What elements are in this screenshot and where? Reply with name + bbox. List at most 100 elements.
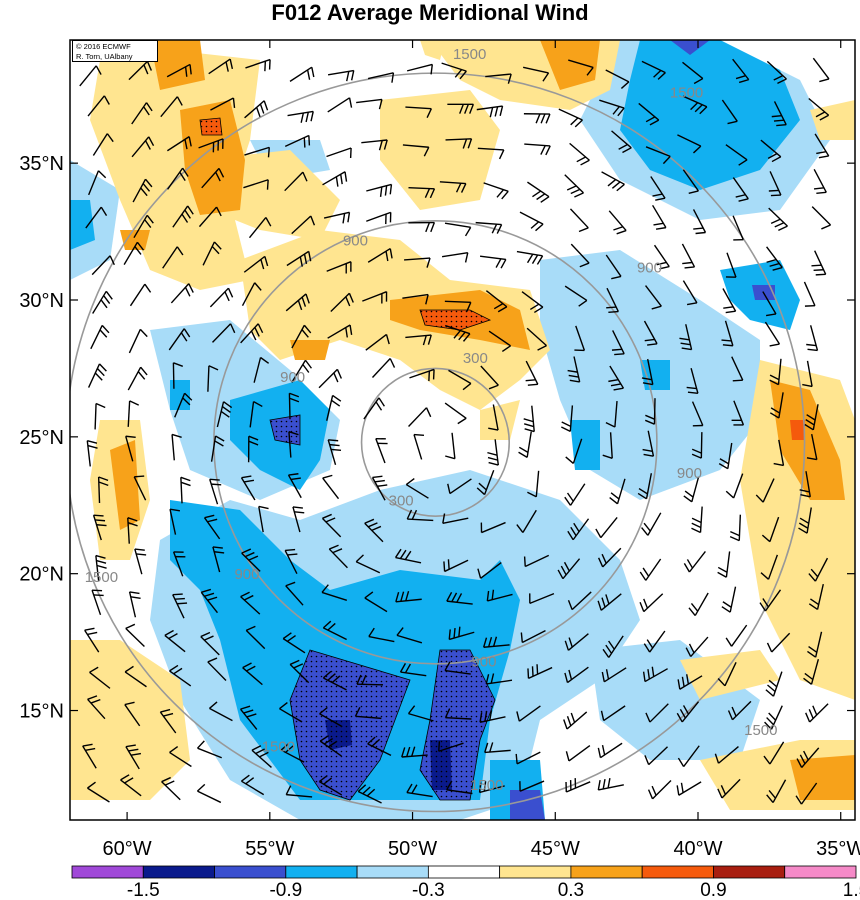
wind-barb	[169, 664, 192, 687]
wind-barb	[366, 211, 392, 225]
wind-barb	[405, 334, 432, 346]
wind-barb	[240, 323, 264, 344]
wind-barb	[725, 252, 737, 278]
wind-barb	[125, 623, 145, 648]
colorbar-bin	[784, 865, 857, 879]
wind-barb	[565, 744, 591, 762]
wind-barb	[808, 583, 824, 611]
wind-shade-region	[70, 160, 120, 280]
plot-frame	[69, 39, 856, 821]
wind-barb	[318, 774, 343, 796]
wind-barb	[327, 324, 353, 339]
wind-barb	[807, 631, 823, 658]
wind-shade-region	[110, 440, 140, 530]
wind-barb	[527, 664, 553, 680]
wind-barb	[368, 627, 395, 643]
wind-barb	[714, 746, 739, 764]
wind-barb	[564, 285, 588, 307]
wind-barb	[133, 214, 154, 239]
wind-barb	[519, 211, 544, 232]
wind-barb	[330, 292, 354, 312]
wind-barb	[638, 102, 660, 126]
wind-barb	[597, 547, 622, 568]
contour-label: 1500	[470, 777, 503, 794]
wind-barb	[286, 250, 312, 267]
wind-barb	[717, 662, 737, 687]
wind-barb	[766, 632, 791, 653]
wind-barb	[608, 210, 627, 235]
wind-barb	[806, 325, 819, 352]
wind-shade-region	[170, 380, 190, 410]
wind-barb	[605, 401, 618, 428]
wind-barb	[402, 293, 429, 305]
wind-barb	[444, 300, 472, 312]
wind-shade-region	[570, 420, 600, 470]
wind-shade-region	[380, 90, 500, 210]
wind-barb	[87, 363, 107, 388]
wind-barb	[92, 133, 114, 156]
contour-label: 1500	[453, 46, 486, 63]
wind-barb	[448, 369, 472, 391]
colorbar-bin	[285, 865, 358, 879]
contour-label: 1500	[670, 84, 703, 101]
wind-barb	[597, 742, 623, 759]
wind-barb	[595, 517, 618, 539]
wind-barb	[692, 209, 707, 235]
wind-barb	[447, 103, 475, 114]
wind-barb	[124, 665, 147, 688]
wind-barb	[444, 324, 471, 342]
wind-barb	[323, 211, 351, 224]
wind-barb	[637, 473, 653, 500]
wind-barb	[639, 558, 662, 581]
wind-barb	[258, 505, 269, 533]
wind-barb	[721, 586, 737, 613]
latitude-axis: 35°N 30°N 25°N 20°N 15°N	[19, 153, 855, 723]
wind-barb	[402, 144, 430, 157]
wind-barb	[161, 776, 181, 801]
wind-barb	[523, 554, 550, 568]
wind-barb	[755, 478, 775, 503]
wind-barb	[216, 401, 233, 428]
wind-barb	[125, 744, 142, 770]
wind-barb	[284, 548, 298, 574]
contour-label: 1500	[744, 722, 777, 739]
contour-label: 900	[234, 566, 259, 583]
wind-barb	[480, 521, 506, 534]
wind-barb	[769, 392, 784, 419]
wind-barbs	[79, 57, 832, 805]
wind-barb	[446, 591, 473, 605]
wind-barb	[478, 781, 505, 794]
wind-barb	[375, 437, 388, 464]
wind-barb	[484, 742, 511, 754]
wind-barb	[209, 478, 222, 505]
wind-barb	[760, 139, 782, 163]
wind-barb	[652, 204, 667, 230]
wind-barb	[287, 110, 314, 123]
wind-barb	[407, 705, 434, 722]
colorbar-bin	[713, 865, 786, 879]
wind-barb	[802, 360, 813, 388]
wind-barb	[285, 293, 310, 312]
wind-shade-region	[810, 100, 855, 140]
wind-barb	[291, 324, 312, 349]
wind-barb	[642, 666, 668, 683]
wind-barb	[167, 136, 192, 152]
wind-barb	[645, 703, 669, 723]
wind-barb	[523, 66, 550, 82]
wind-barb	[170, 283, 194, 304]
colorbar-bin	[641, 865, 714, 879]
wind-barb	[565, 778, 591, 793]
wind-barb	[198, 138, 224, 153]
wind-barb	[371, 475, 388, 501]
wind-barb	[131, 136, 155, 158]
wind-barb	[683, 551, 706, 573]
contour-label: 1500	[85, 569, 118, 586]
wind-barb	[322, 670, 347, 691]
wind-barb	[95, 554, 107, 582]
wind-barb	[92, 514, 107, 541]
map-title: F012 Average Meridional Wind	[271, 0, 589, 25]
wind-barb	[811, 206, 832, 230]
lat-tick-label: 35°N	[19, 153, 64, 175]
wind-barb	[597, 778, 624, 791]
wind-barb	[87, 781, 110, 803]
